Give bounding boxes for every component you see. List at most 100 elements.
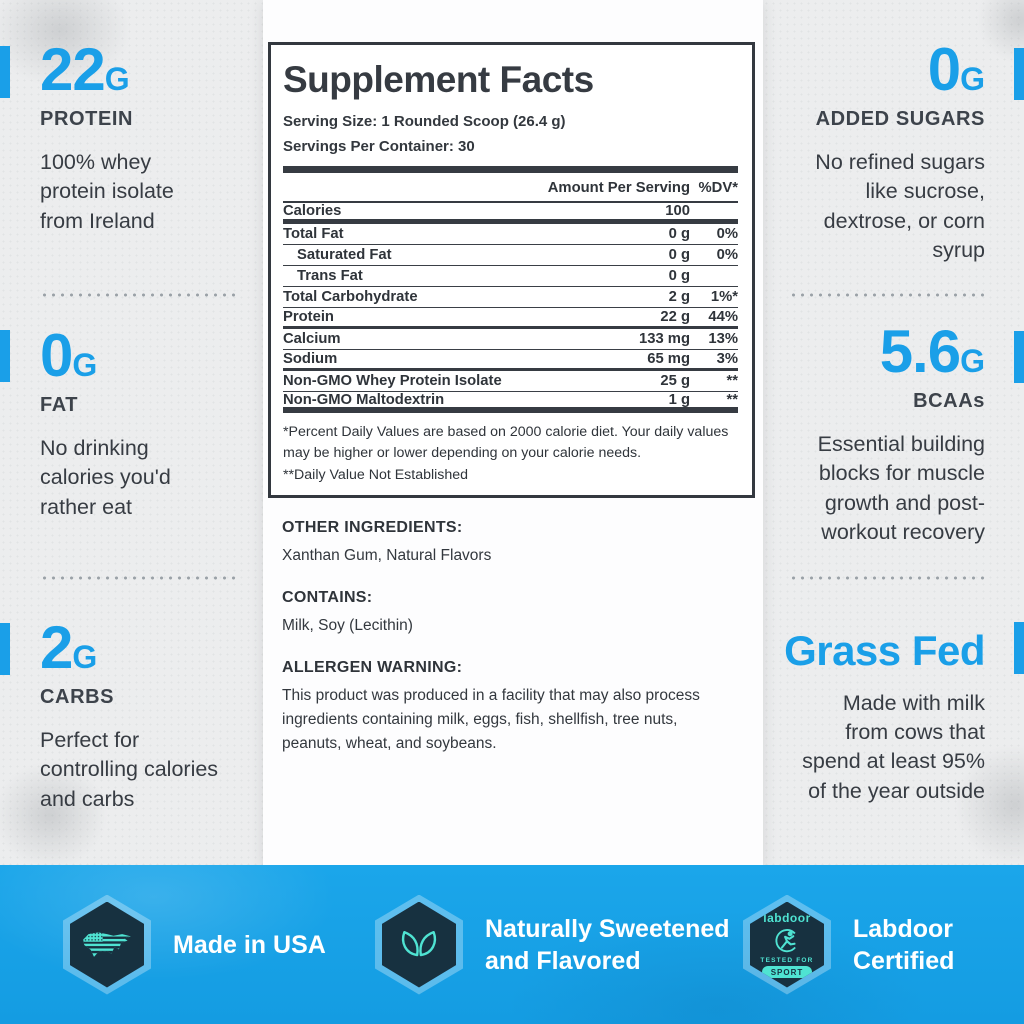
grass-fed-headline: Grass Fed bbox=[784, 627, 985, 674]
added-sugars-amount: 0G bbox=[775, 40, 985, 100]
footer-bar: Made in USA Naturally Sweetened and Flav… bbox=[0, 865, 1024, 1024]
badge-labdoor: labdoor TESTED FOR SPORT Labdoor Certifi… bbox=[743, 894, 955, 995]
table-row: Calcium 133 mg 13% bbox=[283, 329, 738, 350]
labdoor-certified-label: Labdoor Certified bbox=[853, 914, 955, 975]
row-name: Calcium bbox=[283, 331, 341, 347]
other-ingredients-section: OTHER INGREDIENTS: Xanthan Gum, Natural … bbox=[282, 519, 743, 568]
table-row: Protein 22 g 44% bbox=[283, 308, 738, 329]
other-ingredients-text: Xanthan Gum, Natural Flavors bbox=[282, 546, 492, 564]
supplement-facts-title: Supplement Facts bbox=[283, 59, 594, 100]
row-amount: 0 g bbox=[668, 268, 690, 284]
dotted-divider bbox=[40, 293, 236, 297]
protein-amount: 22G bbox=[40, 40, 250, 100]
row-amount: 0 g bbox=[668, 226, 690, 242]
accent-bar bbox=[1014, 622, 1024, 674]
supplement-panel: Supplement Facts Serving Size: 1 Rounded… bbox=[263, 0, 763, 865]
protein-value: 22 bbox=[40, 36, 106, 103]
table-row: Non-GMO Maltodextrin 1 g ** bbox=[283, 392, 738, 413]
protein-description: 100% whey protein isolate from Ireland bbox=[40, 150, 174, 233]
callout-added-sugars: 0G ADDED SUGARS No refined sugars like s… bbox=[775, 40, 985, 265]
bcaas-amount: 5.6G bbox=[775, 322, 985, 382]
thick-rule bbox=[283, 166, 738, 173]
dv-footnote: *Percent Daily Values are based on 2000 … bbox=[283, 424, 729, 462]
protein-unit: G bbox=[104, 61, 130, 97]
accent-bar bbox=[0, 46, 10, 98]
row-name: Non-GMO Whey Protein Isolate bbox=[283, 373, 502, 389]
dotted-divider bbox=[789, 293, 985, 297]
fat-label: FAT bbox=[40, 394, 79, 417]
added-sugars-description: No refined sugars like sucrose, dextrose… bbox=[815, 150, 985, 262]
added-sugars-unit: G bbox=[960, 61, 985, 97]
carbs-label: CARBS bbox=[40, 686, 115, 709]
row-dv: 13% bbox=[708, 331, 738, 347]
row-name: Protein bbox=[283, 309, 334, 325]
hexagon-badge: labdoor TESTED FOR SPORT bbox=[743, 894, 831, 995]
table-row: Calories 100 bbox=[283, 203, 738, 224]
col-dv: %DV* bbox=[698, 180, 738, 196]
contains-text: Milk, Soy (Lecithin) bbox=[282, 616, 413, 634]
servings-per-container: Servings Per Container: 30 bbox=[283, 138, 475, 155]
bcaas-unit: G bbox=[960, 343, 985, 379]
dotted-divider bbox=[789, 576, 985, 580]
table-row: Total Carbohydrate 2 g 1%* bbox=[283, 287, 738, 308]
accent-bar bbox=[0, 330, 10, 382]
badge-naturally-sweetened: Naturally Sweetened and Flavored bbox=[375, 894, 730, 995]
serving-size: Serving Size: 1 Rounded Scoop (26.4 g) bbox=[283, 113, 566, 130]
row-name: Saturated Fat bbox=[297, 247, 392, 263]
row-amount: 1 g bbox=[668, 391, 690, 408]
row-name: Total Fat bbox=[283, 226, 344, 242]
added-sugars-value: 0 bbox=[927, 36, 961, 103]
row-amount: 22 g bbox=[660, 309, 690, 325]
row-amount: 0 g bbox=[668, 247, 690, 263]
other-ingredients-label: OTHER INGREDIENTS: bbox=[282, 518, 463, 536]
callout-carbs: 2G CARBS Perfect for controlling calorie… bbox=[40, 618, 250, 814]
row-name: Non-GMO Maltodextrin bbox=[283, 391, 445, 408]
row-name: Calories bbox=[283, 203, 342, 219]
table-row: Saturated Fat 0 g 0% bbox=[283, 245, 738, 266]
hexagon-badge bbox=[375, 894, 463, 995]
row-name: Total Carbohydrate bbox=[283, 289, 418, 305]
table-row: Sodium 65 mg 3% bbox=[283, 350, 738, 371]
row-name: Sodium bbox=[283, 351, 338, 367]
row-dv: 0% bbox=[716, 226, 738, 242]
fat-value: 0 bbox=[40, 322, 73, 389]
table-row: Total Fat 0 g 0% bbox=[283, 224, 738, 245]
usa-map-flag-icon bbox=[70, 901, 144, 988]
sport-pill: SPORT bbox=[761, 966, 813, 978]
allergen-warning-section: ALLERGEN WARNING: This product was produ… bbox=[282, 659, 743, 756]
protein-label: PROTEIN bbox=[40, 108, 134, 131]
accent-bar bbox=[1014, 331, 1024, 383]
leaves-icon bbox=[382, 901, 456, 988]
table-row: Trans Fat 0 g bbox=[283, 266, 738, 287]
row-amount: 65 mg bbox=[647, 351, 690, 367]
supplement-facts-box: Supplement Facts Serving Size: 1 Rounded… bbox=[268, 42, 755, 498]
row-dv: 44% bbox=[708, 309, 738, 325]
accent-bar bbox=[0, 623, 10, 675]
fat-description: No drinking calories you'd rather eat bbox=[40, 436, 171, 519]
hexagon-badge bbox=[63, 894, 151, 995]
dv-not-established-footnote: **Daily Value Not Established bbox=[283, 466, 469, 483]
carbs-amount: 2G bbox=[40, 618, 250, 678]
row-name: Trans Fat bbox=[297, 268, 363, 284]
table-row: Non-GMO Whey Protein Isolate 25 g ** bbox=[283, 371, 738, 392]
bcaas-label: BCAAs bbox=[913, 390, 985, 413]
naturally-sweetened-label: Naturally Sweetened and Flavored bbox=[485, 914, 730, 975]
badge-made-in-usa: Made in USA bbox=[63, 894, 326, 995]
runner-icon bbox=[775, 929, 799, 953]
accent-bar bbox=[1014, 48, 1024, 100]
tested-for-text: TESTED FOR bbox=[760, 957, 814, 964]
row-dv: ** bbox=[726, 391, 738, 408]
contains-label: CONTAINS: bbox=[282, 588, 373, 606]
bcaas-value: 5.6 bbox=[879, 318, 961, 385]
callout-grass-fed: Grass Fed Made with milk from cows that … bbox=[775, 630, 985, 806]
row-amount: 25 g bbox=[660, 373, 690, 389]
col-amount-per-serving: Amount Per Serving bbox=[547, 180, 690, 196]
carbs-description: Perfect for controlling calories and car… bbox=[40, 728, 219, 811]
fat-unit: G bbox=[72, 347, 98, 383]
allergen-warning-text: This product was produced in a facility … bbox=[282, 686, 700, 752]
callout-protein: 22G PROTEIN 100% whey protein isolate fr… bbox=[40, 40, 250, 236]
fat-amount: 0G bbox=[40, 326, 250, 386]
contains-section: CONTAINS: Milk, Soy (Lecithin) bbox=[282, 589, 743, 638]
carbs-value: 2 bbox=[40, 614, 73, 681]
dotted-divider bbox=[40, 576, 236, 580]
